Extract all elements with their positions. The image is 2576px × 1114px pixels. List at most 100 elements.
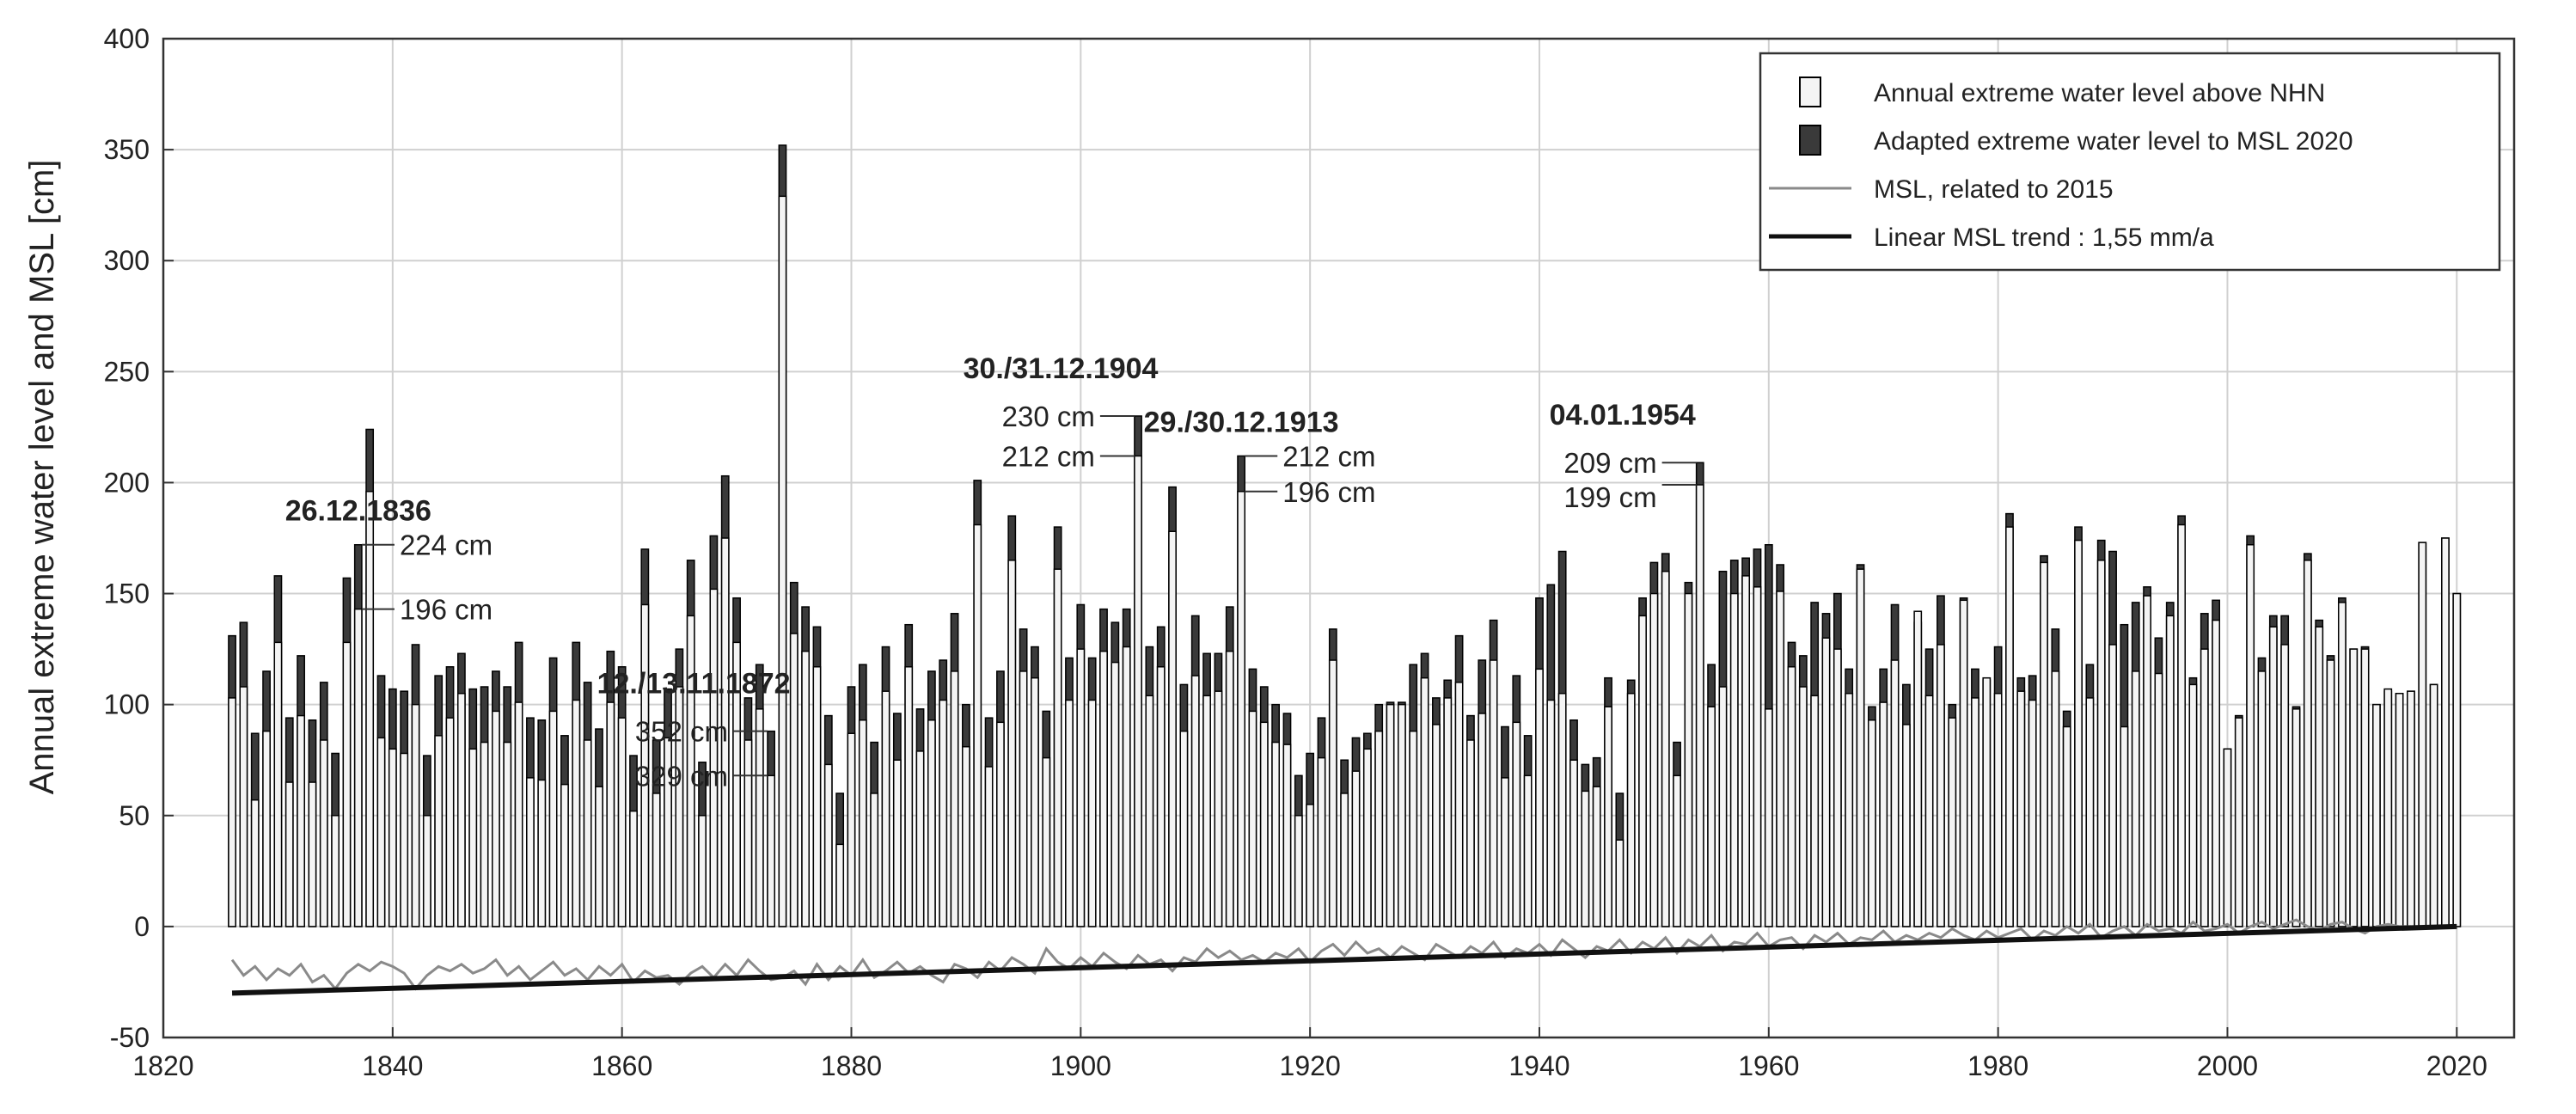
x-tick-label: 1920 [1280,1050,1341,1081]
trend-line [231,923,2457,996]
observed-bar [1718,686,1728,927]
observed-bar [376,737,386,927]
observed-bar [526,777,535,927]
observed-bar [1707,706,1716,927]
observed-bar [1787,666,1796,927]
observed-bar [468,748,478,927]
msl-line [230,918,2411,991]
observed-bar [503,741,512,927]
observed-bar [1856,568,1865,927]
y-tick-label: 50 [119,800,150,831]
annotation-value: 199 cm [1563,481,1656,513]
observed-bar [1111,661,1120,927]
annotation-value: 212 cm [1282,440,1375,472]
y-tick-label: 350 [104,134,150,165]
observed-bar [2108,644,2117,927]
observed-bar [629,810,638,927]
observed-bar [537,779,547,927]
observed-bar [2441,537,2450,927]
annotation-value: 212 cm [1002,440,1095,472]
observed-bar [1145,695,1154,927]
bars [228,144,2462,927]
observed-bar [1924,695,1934,927]
y-tick-label: 200 [104,467,150,498]
observed-bar [1948,717,1957,927]
observed-bar [1259,721,1269,927]
observed-bar [2326,659,2335,927]
observed-bar [572,699,581,927]
observed-bar [492,710,500,927]
observed-bar [548,710,558,927]
observed-bar [973,523,982,927]
observed-bar [1202,695,1211,927]
observed-bar [984,766,994,927]
observed-bar [2062,725,2071,927]
observed-bar [1546,699,1556,927]
observed-bar [353,608,363,927]
observed-bar [1982,676,1992,927]
legend-label: MSL, related to 2015 [1874,175,2114,204]
observed-bar [583,739,592,927]
observed-bar [1604,706,1612,927]
observed-bar [1879,701,1888,927]
observed-bar [1420,676,1429,927]
observed-bar [1971,697,1979,927]
annotation-date: 30./31.12.1904 [964,352,1159,385]
observed-bar [262,730,271,927]
observed-bar [1478,713,1487,927]
observed-bar [2028,699,2037,927]
observed-bar [652,793,661,927]
observed-bar [1443,697,1453,927]
observed-bar [606,701,615,927]
x-tick-label: 2000 [2197,1050,2258,1081]
observed-bar [250,799,260,927]
observed-bar [2395,693,2404,927]
x-tick-label: 1880 [821,1050,882,1081]
observed-bar [1065,699,1074,927]
observed-bar [308,781,317,927]
axes: -50 0 50 100 150 200 250 300 350 400 1820 1840 1860 1… [104,23,2516,1081]
annotation-date: 29./30.12.1913 [1144,406,1339,438]
legend: Annual extreme water level above NHN Adap… [1759,52,2501,272]
observed-bar [1466,739,1475,927]
observed-bar [2349,648,2359,927]
observed-bar [1042,756,1051,927]
annotation-value: 224 cm [400,529,493,561]
observed-bar [1798,686,1808,927]
observed-bar [2040,561,2048,927]
observed-bar [388,748,397,927]
observed-bar [1569,759,1578,927]
observed-bar [1019,670,1028,927]
annotation-value: 230 cm [1002,401,1095,432]
y-tick-label: 250 [104,356,150,387]
observed-bar [1076,648,1086,927]
observed-bar [2005,526,2014,927]
y-axis-label: Annual extreme water level and MSL [cm] [23,160,61,795]
observed-bar [2268,626,2278,927]
observed-bar [1626,693,1636,927]
observed-bar [789,633,798,927]
observed-bar [996,721,1005,927]
observed-bar [1695,484,1704,927]
observed-bar [480,741,489,927]
observed-bar [1282,744,1292,927]
observed-bar [823,763,833,927]
observed-bar [2096,560,2106,927]
observed-bar [2085,697,2095,927]
observed-bar [640,603,650,927]
observed-bar [1867,719,1876,927]
observed-bar [331,815,340,927]
observed-bar [2177,523,2186,927]
observed-bar [2429,683,2438,927]
observed-bar [858,719,867,927]
observed-bar [1845,693,1854,927]
annotation-value: 196 cm [1282,476,1375,508]
observed-bar [1386,703,1395,927]
observed-bar [720,537,730,927]
observed-bar [228,697,236,927]
observed-bar [1913,610,1923,927]
observed-bar [1776,591,1785,927]
observed-bar [709,588,719,927]
observed-bar [1374,730,1384,927]
